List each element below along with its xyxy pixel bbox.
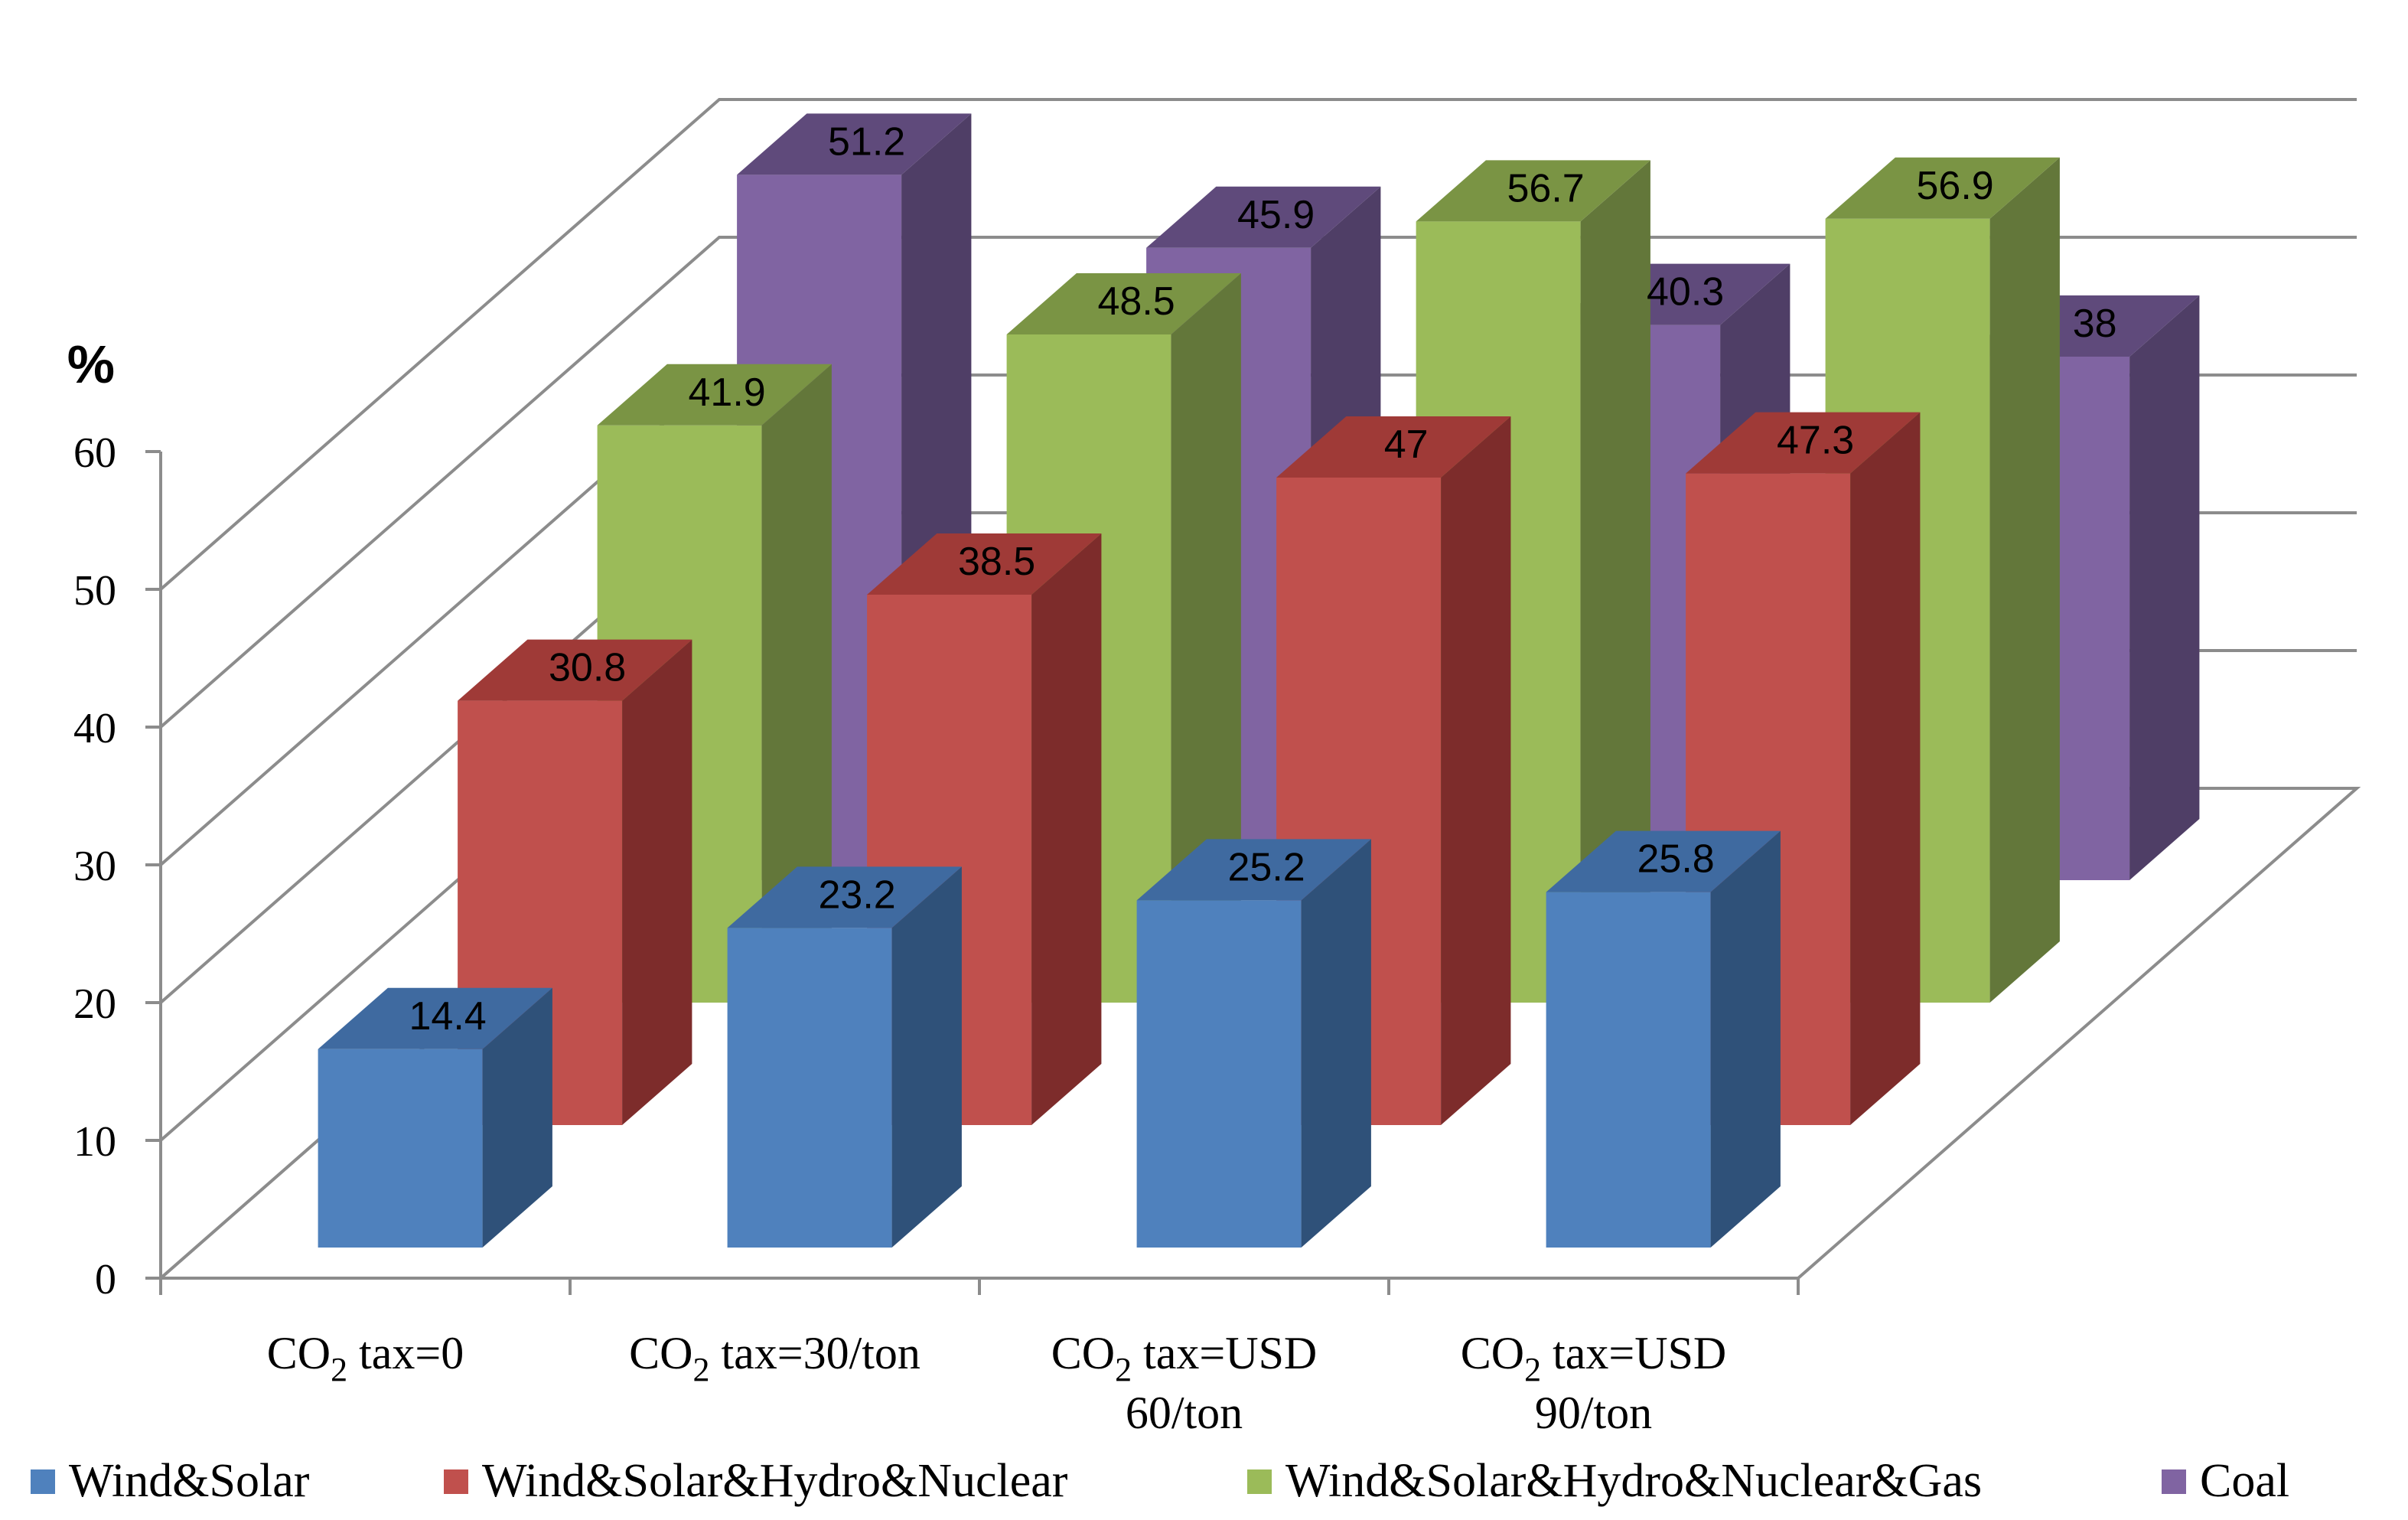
legend-item-wind-solar-hydro-nuclear-gas: Wind&Solar&Hydro&Nuclear&Gas	[1247, 1455, 1982, 1507]
y-tick-label: 30	[73, 843, 116, 890]
bar-side	[1580, 160, 1650, 1003]
bar-side	[482, 987, 552, 1248]
x-category-label-2: CO2 tax=30/ton	[629, 1328, 921, 1388]
bar-top	[737, 113, 972, 175]
bar-top	[318, 987, 552, 1049]
y-tick-label: 60	[73, 429, 116, 477]
chart-value-labels: 51.2 45.9 40.3 38 41.9 48.5 56.7 56.9 30.8 38.5 47…	[409, 119, 2117, 1038]
bar-top	[727, 866, 962, 928]
side-wall	[161, 0, 719, 1278]
legend-swatch	[1247, 1469, 1272, 1494]
y-tick-label: 0	[95, 1256, 116, 1303]
bar-side	[1850, 412, 1921, 1125]
bar-side	[1301, 839, 1371, 1248]
value-label-wind-solar-hydro-nuclear-4: 47.3	[1777, 419, 1854, 463]
bar-side	[761, 364, 832, 1003]
legend-item-wind-solar-hydro-nuclear: Wind&Solar&Hydro&Nuclear	[444, 1455, 1068, 1507]
chart-axes: 0 10 20 30 40 50 60% CO2 tax=0 CO2 tax=30/ton CO2…	[67, 334, 1800, 1438]
x-category-label-1: CO2 tax=0	[267, 1328, 464, 1388]
legend-swatch	[2162, 1469, 2186, 1494]
legend-label: Wind&Solar	[69, 1455, 310, 1507]
bar-side	[891, 866, 962, 1248]
x-category-label-4: 90/ton	[1535, 1388, 1652, 1438]
bar-top	[1006, 273, 1241, 334]
value-label-wind-solar-2: 23.2	[819, 873, 896, 917]
bar-top	[1686, 412, 1921, 474]
value-label-wind-solar-hydro-nuclear-3: 47	[1384, 422, 1429, 467]
value-label-coal-3: 40.3	[1647, 270, 1724, 315]
y-axis-title: %	[67, 334, 115, 394]
bar-wind-solar-hydro-nuclear-4	[1686, 412, 1921, 1125]
value-label-wind-solar-hydro-nuclear-1: 30.8	[549, 646, 626, 690]
bar-front	[727, 928, 892, 1248]
bar-top	[458, 639, 692, 701]
legend-swatch	[31, 1469, 55, 1494]
bar-top	[1546, 830, 1781, 892]
value-label-wind-solar-hydro-nuclear-gas-1: 41.9	[689, 370, 766, 415]
bar-side	[1441, 416, 1511, 1125]
gridline	[159, 236, 2357, 729]
value-label-wind-solar-hydro-nuclear-gas-4: 56.9	[1917, 164, 1994, 208]
legend-label: Wind&Solar&Hydro&Nuclear&Gas	[1285, 1455, 1982, 1507]
bar-wind-solar-4	[1546, 830, 1781, 1248]
bar-top	[1416, 160, 1650, 222]
bar-side	[1710, 830, 1781, 1248]
gridline	[159, 98, 2357, 591]
y-tick-label: 40	[73, 705, 116, 752]
bar-side	[622, 639, 692, 1125]
bar-top	[1136, 839, 1371, 901]
value-label-wind-solar-4: 25.8	[1637, 837, 1715, 882]
bar-wind-solar-1	[318, 987, 552, 1248]
bar-wind-solar-3	[1136, 839, 1371, 1248]
bar-side	[2129, 295, 2200, 880]
legend-item-coal: Coal	[2162, 1455, 2289, 1507]
bar-top	[867, 533, 1102, 595]
bar-side	[1031, 533, 1102, 1125]
bar-front	[1546, 892, 1711, 1248]
bar-side	[1989, 157, 2060, 1003]
bar-side	[1171, 273, 1241, 1003]
value-label-wind-solar-hydro-nuclear-gas-3: 56.7	[1507, 166, 1585, 210]
value-label-coal-2: 45.9	[1237, 193, 1315, 237]
value-label-wind-solar-hydro-nuclear-gas-2: 48.5	[1098, 279, 1175, 324]
x-category-label-4: CO2 tax=USD	[1461, 1328, 1727, 1388]
legend-label: Wind&Solar&Hydro&Nuclear	[482, 1455, 1068, 1507]
bar-top	[597, 364, 832, 426]
value-label-wind-solar-1: 14.4	[409, 994, 487, 1039]
bar-top	[1825, 157, 2060, 219]
chart-bars	[318, 113, 2200, 1248]
bar-front	[1136, 900, 1302, 1248]
bar-wind-solar-2	[727, 866, 962, 1248]
y-tick-label: 10	[73, 1118, 116, 1166]
value-label-wind-solar-3: 25.2	[1228, 845, 1305, 889]
y-tick-label: 20	[73, 980, 116, 1028]
legend-swatch	[444, 1469, 468, 1494]
value-label-wind-solar-hydro-nuclear-2: 38.5	[958, 540, 1035, 584]
bar-top	[1276, 416, 1511, 478]
y-tick-label: 50	[73, 567, 116, 615]
bar-top	[1146, 186, 1381, 248]
x-category-label-3: CO2 tax=USD	[1051, 1328, 1318, 1388]
legend-item-wind-solar: Wind&Solar	[31, 1455, 310, 1507]
legend-label: Coal	[2200, 1455, 2289, 1507]
chart-legend: Wind&Solar Wind&Solar&Hydro&Nuclear Wind&S…	[31, 1455, 2289, 1507]
value-label-coal-4: 38	[2073, 302, 2117, 346]
bar-front	[318, 1049, 483, 1248]
bar-wind-solar-hydro-nuclear-3	[1276, 416, 1511, 1125]
x-category-label-3: 60/ton	[1126, 1388, 1243, 1438]
value-label-coal-1: 51.2	[828, 119, 905, 164]
